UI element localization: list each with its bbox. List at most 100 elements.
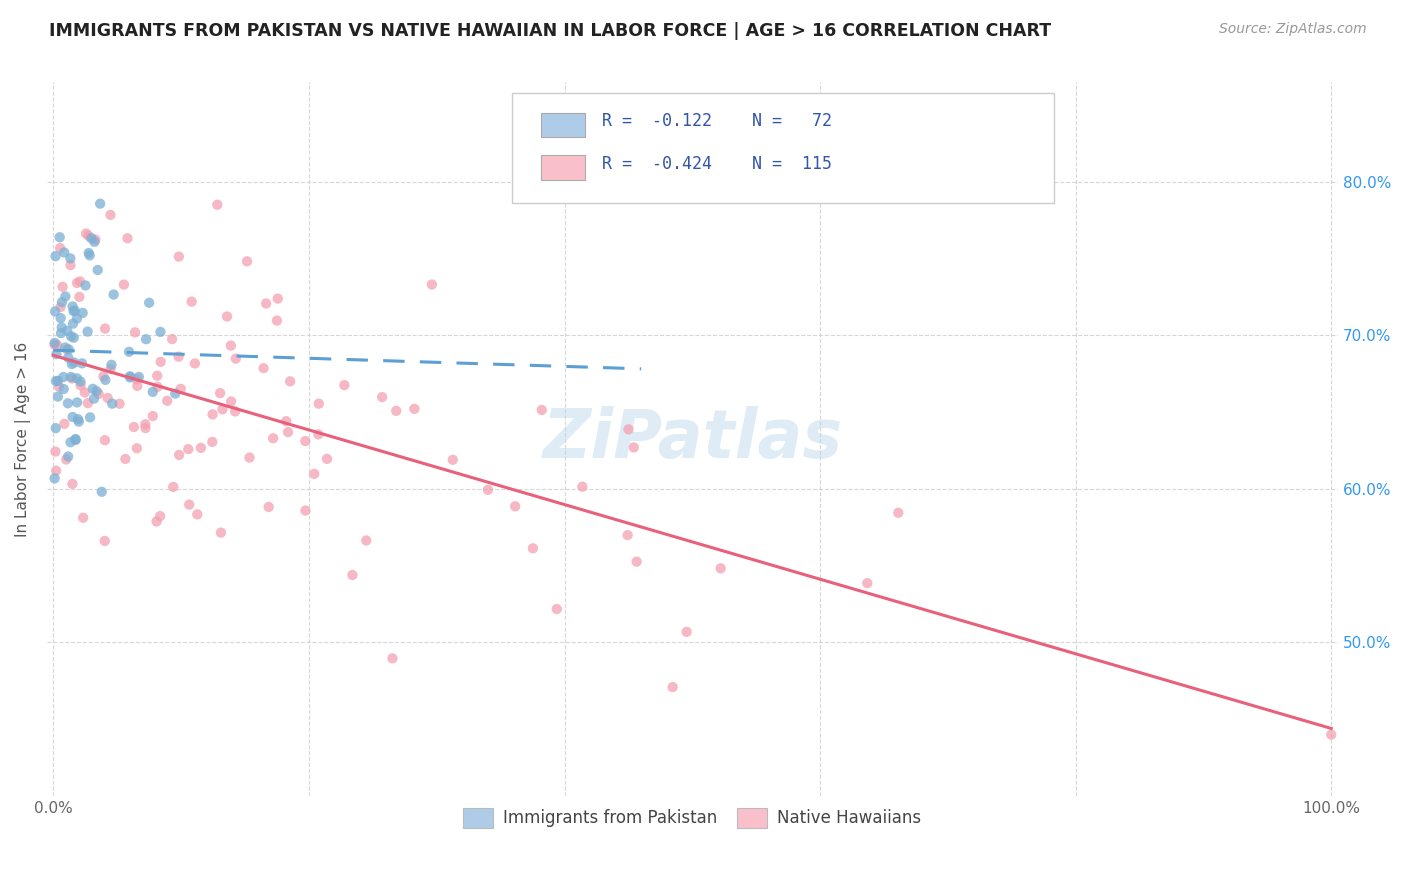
Point [87, 387, 110, 401]
Point [94, 434, 117, 448]
Point [63, 303, 86, 318]
Point [62, 409, 84, 424]
Point [44, 471, 66, 485]
Point [101, 397, 124, 411]
Point [55, 452, 77, 467]
Point [371, 390, 394, 404]
Point [710, 561, 733, 575]
Point [477, 483, 499, 497]
Point [238, 450, 260, 465]
Point [149, 509, 172, 524]
Point [135, 332, 157, 346]
Point [46, 390, 69, 404]
Point [190, 441, 212, 455]
Point [138, 295, 160, 310]
Point [522, 541, 544, 556]
Point [146, 380, 169, 394]
Point [117, 231, 139, 245]
Point [51, 320, 73, 334]
Point [267, 292, 290, 306]
Point [294, 503, 316, 517]
Point [45, 338, 67, 352]
Point [167, 250, 190, 264]
Point [66, 395, 89, 409]
Point [59, 435, 82, 450]
Point [134, 421, 156, 435]
Point [44, 304, 66, 318]
Text: IMMIGRANTS FROM PAKISTAN VS NATIVE HAWAIIAN IN LABOR FORCE | AGE > 16 CORRELATIO: IMMIGRANTS FROM PAKISTAN VS NATIVE HAWAI… [49, 22, 1052, 40]
Point [49, 300, 72, 314]
Text: ZiPatlas: ZiPatlas [543, 406, 842, 472]
Point [201, 434, 224, 449]
Point [160, 332, 183, 346]
Point [49, 326, 72, 340]
Point [82, 382, 104, 396]
Point [83, 392, 105, 406]
Point [66, 311, 89, 326]
Point [94, 373, 117, 387]
Point [103, 287, 125, 301]
Point [118, 369, 141, 384]
Point [146, 368, 169, 383]
Point [52, 280, 75, 294]
Point [404, 401, 426, 416]
Point [381, 651, 404, 665]
Point [354, 533, 377, 548]
Point [266, 313, 288, 327]
Point [307, 427, 329, 442]
Point [184, 356, 207, 370]
Point [86, 263, 108, 277]
Point [65, 432, 87, 446]
Point [316, 451, 339, 466]
Point [79, 410, 101, 425]
Point [179, 498, 201, 512]
Point [55, 289, 77, 303]
Point [62, 300, 84, 314]
Point [52, 382, 75, 396]
Point [201, 408, 224, 422]
Point [67, 290, 90, 304]
Point [125, 372, 148, 386]
Point [385, 404, 408, 418]
Text: R =  -0.122    N =   72: R = -0.122 N = 72 [602, 112, 832, 130]
Point [89, 196, 111, 211]
Point [236, 254, 259, 268]
Point [60, 357, 83, 371]
Point [142, 384, 165, 399]
Point [616, 528, 638, 542]
Point [86, 384, 108, 399]
Point [170, 382, 193, 396]
Point [112, 277, 135, 292]
Point [278, 374, 301, 388]
Text: R =  -0.424    N =  115: R = -0.424 N = 115 [602, 155, 832, 173]
Text: Source: ZipAtlas.com: Source: ZipAtlas.com [1219, 22, 1367, 37]
Point [142, 409, 165, 423]
Point [180, 294, 202, 309]
Point [76, 396, 98, 410]
Point [67, 415, 90, 429]
Point [63, 355, 86, 369]
Point [262, 431, 284, 445]
Point [53, 341, 76, 355]
Point [48, 379, 70, 393]
Point [225, 351, 247, 366]
Point [420, 277, 443, 292]
Point [257, 500, 280, 514]
Point [56, 396, 79, 410]
Point [77, 228, 100, 243]
Point [94, 321, 117, 335]
Point [333, 378, 356, 392]
Point [69, 378, 91, 392]
Point [149, 355, 172, 369]
Point [108, 397, 131, 411]
Point [167, 448, 190, 462]
Point [149, 325, 172, 339]
Point [77, 246, 100, 260]
Point [1320, 728, 1343, 742]
Point [45, 421, 67, 435]
Point [177, 442, 200, 457]
Point [56, 450, 79, 464]
Point [219, 394, 242, 409]
Point [97, 391, 120, 405]
Point [546, 602, 568, 616]
